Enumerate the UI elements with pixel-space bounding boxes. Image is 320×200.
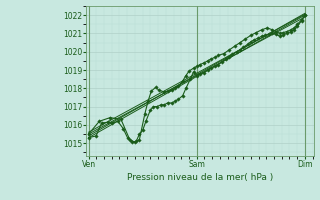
X-axis label: Pression niveau de la mer( hPa ): Pression niveau de la mer( hPa )	[127, 173, 273, 182]
